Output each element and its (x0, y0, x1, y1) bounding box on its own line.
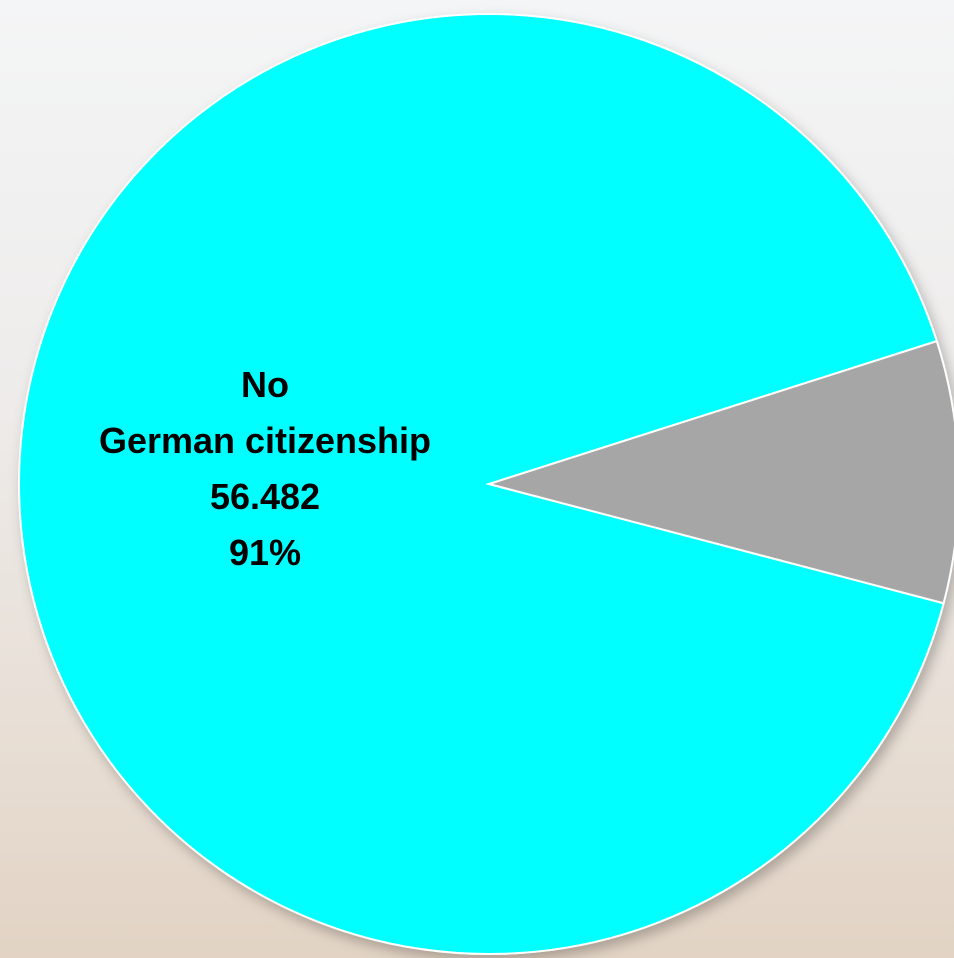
slice-label-line: 56.482 (210, 476, 320, 517)
slice-label-line: German citizenship (99, 420, 431, 461)
pie-slice (18, 13, 945, 955)
pie-slice (485, 339, 954, 605)
pie-labels: No German citizenship 56.482 91% (99, 364, 431, 573)
slice-label-line: No (241, 364, 289, 405)
pie-slices (18, 13, 954, 955)
slice-label-line: 91% (229, 532, 301, 573)
